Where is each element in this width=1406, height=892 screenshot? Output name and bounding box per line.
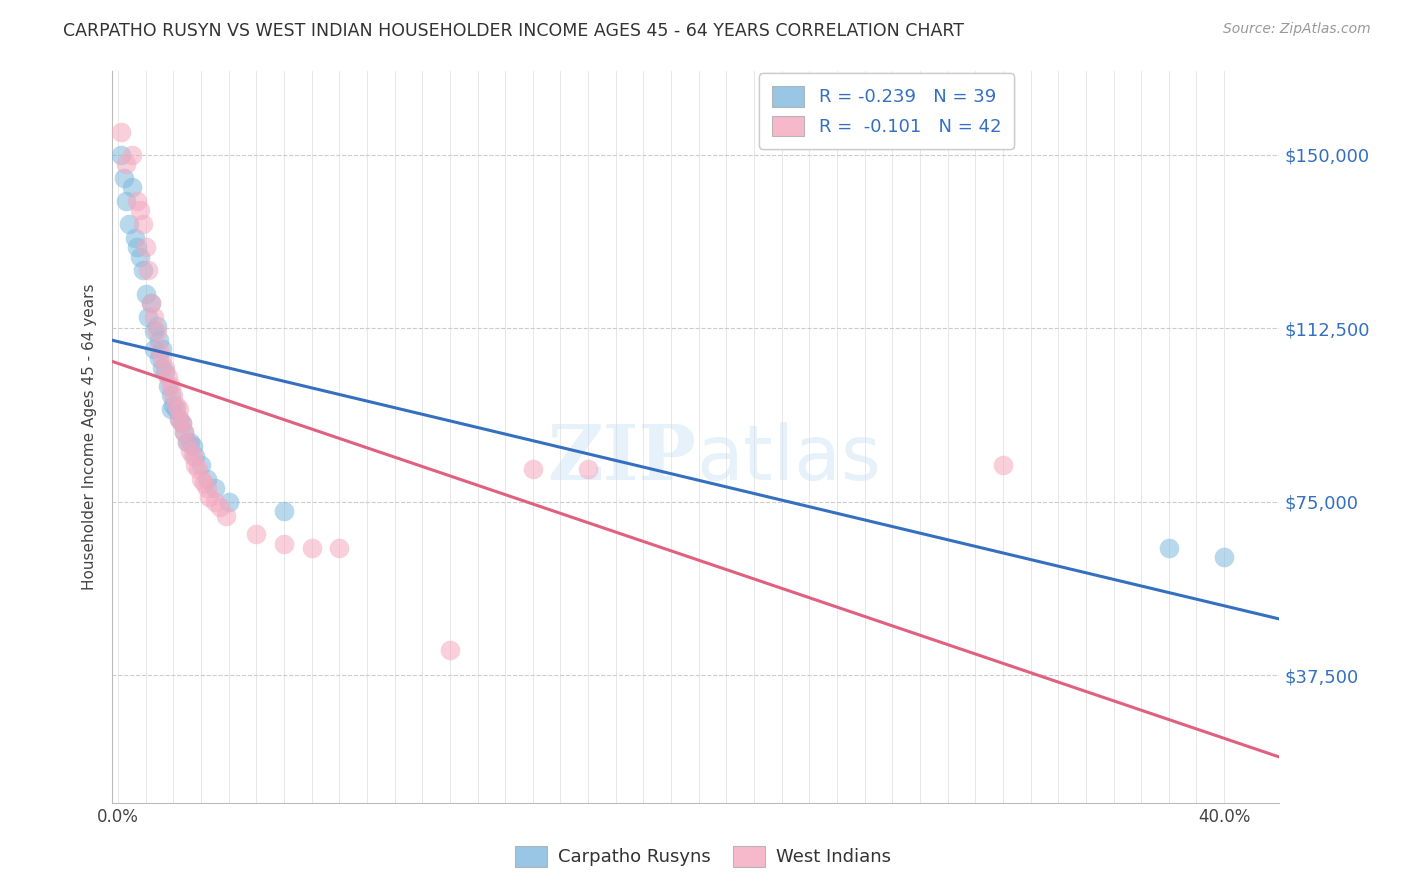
Point — [1213, 550, 1236, 565]
Point — [328, 541, 350, 556]
Point — [159, 379, 181, 393]
Point — [143, 310, 166, 324]
Point — [118, 217, 141, 231]
Point — [110, 147, 132, 161]
Point — [165, 398, 187, 412]
Point — [127, 240, 149, 254]
Point — [184, 449, 207, 463]
Point — [159, 402, 181, 417]
Point — [129, 203, 152, 218]
Point — [148, 342, 170, 356]
Point — [245, 527, 267, 541]
Point — [141, 295, 163, 310]
Point — [156, 379, 179, 393]
Point — [181, 449, 204, 463]
Point — [110, 124, 132, 138]
Point — [204, 481, 226, 495]
Point — [148, 351, 170, 366]
Point — [179, 434, 201, 449]
Legend: Carpatho Rusyns, West Indians: Carpatho Rusyns, West Indians — [508, 838, 898, 874]
Point — [145, 318, 167, 333]
Point — [112, 170, 135, 185]
Point — [159, 388, 181, 402]
Point — [124, 231, 146, 245]
Point — [190, 458, 212, 472]
Point — [439, 643, 461, 657]
Point — [187, 462, 209, 476]
Point — [165, 402, 187, 417]
Point — [181, 439, 204, 453]
Point — [176, 434, 198, 449]
Point — [215, 508, 238, 523]
Point — [204, 495, 226, 509]
Point — [273, 536, 295, 550]
Point — [150, 351, 173, 366]
Point — [162, 388, 184, 402]
Point — [138, 310, 160, 324]
Point — [167, 411, 190, 425]
Point — [218, 495, 240, 509]
Point — [522, 462, 544, 476]
Point — [273, 504, 295, 518]
Point — [135, 240, 157, 254]
Text: Source: ZipAtlas.com: Source: ZipAtlas.com — [1223, 22, 1371, 37]
Text: atlas: atlas — [696, 422, 880, 496]
Text: CARPATHO RUSYN VS WEST INDIAN HOUSEHOLDER INCOME AGES 45 - 64 YEARS CORRELATION : CARPATHO RUSYN VS WEST INDIAN HOUSEHOLDE… — [63, 22, 965, 40]
Point — [173, 425, 195, 440]
Point — [127, 194, 149, 208]
Point — [170, 416, 193, 430]
Point — [176, 434, 198, 449]
Point — [195, 472, 218, 486]
Y-axis label: Householder Income Ages 45 - 64 years: Householder Income Ages 45 - 64 years — [82, 284, 97, 591]
Point — [190, 472, 212, 486]
Point — [141, 295, 163, 310]
Point — [301, 541, 323, 556]
Point — [576, 462, 599, 476]
Point — [148, 333, 170, 347]
Point — [184, 458, 207, 472]
Point — [209, 500, 232, 514]
Point — [135, 286, 157, 301]
Point — [170, 416, 193, 430]
Point — [173, 425, 195, 440]
Point — [129, 250, 152, 264]
Point — [162, 398, 184, 412]
Legend: R = -0.239   N = 39, R =  -0.101   N = 42: R = -0.239 N = 39, R = -0.101 N = 42 — [759, 73, 1014, 149]
Point — [143, 324, 166, 338]
Point — [132, 217, 155, 231]
Point — [153, 365, 176, 379]
Point — [143, 342, 166, 356]
Point — [150, 360, 173, 375]
Point — [145, 324, 167, 338]
Point — [167, 411, 190, 425]
Point — [198, 490, 221, 504]
Point — [132, 263, 155, 277]
Point — [150, 342, 173, 356]
Point — [121, 147, 143, 161]
Point — [115, 194, 138, 208]
Point — [179, 444, 201, 458]
Point — [138, 263, 160, 277]
Point — [1157, 541, 1180, 556]
Point — [115, 157, 138, 171]
Point — [195, 481, 218, 495]
Text: ZIP: ZIP — [547, 422, 696, 496]
Point — [991, 458, 1014, 472]
Point — [121, 180, 143, 194]
Point — [193, 476, 215, 491]
Point — [167, 402, 190, 417]
Point — [156, 370, 179, 384]
Point — [153, 360, 176, 375]
